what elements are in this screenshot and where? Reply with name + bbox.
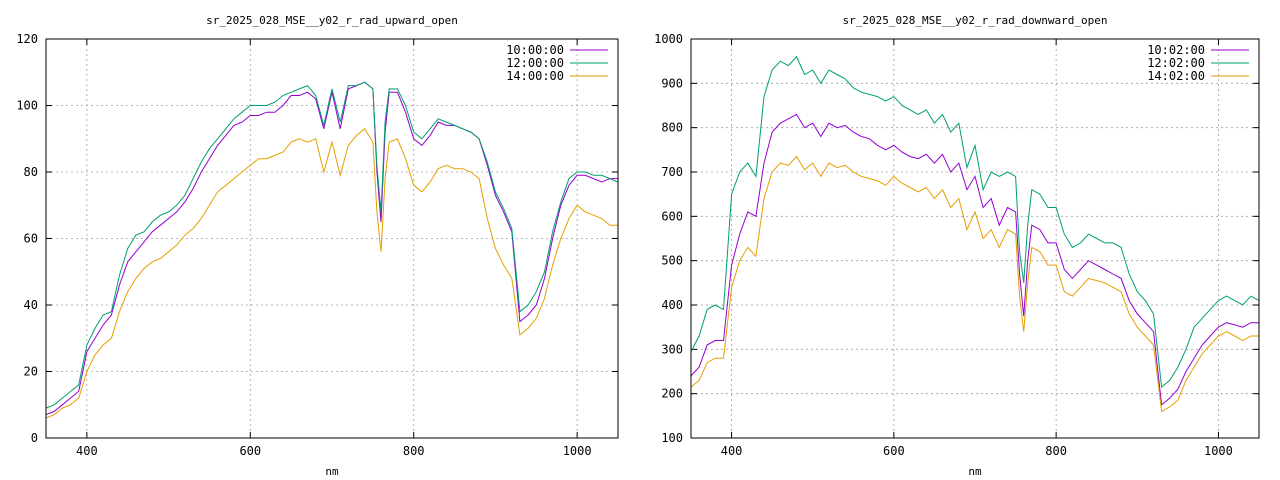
x-tick-label: 1000 [1204, 444, 1233, 458]
x-axis-label: nm [968, 465, 982, 478]
series-line-3 [691, 155, 1259, 413]
downward-radiance-chart: sr_2025_028_MSE__y02_r_rad_downward_open… [654, 14, 1260, 478]
plot-frame [45, 38, 619, 439]
y-tick-label: 500 [661, 254, 683, 268]
x-tick-label: 1000 [563, 444, 592, 458]
y-tick-label: 700 [661, 165, 683, 179]
series-line-2 [691, 55, 1259, 388]
y-tick-label: 60 [24, 232, 38, 246]
series-line-1 [46, 81, 618, 416]
series-line-3 [46, 128, 618, 419]
y-tick-label: 80 [24, 165, 38, 179]
legend-entry-label: 12:00:00 [506, 56, 564, 70]
y-tick-label: 200 [661, 387, 683, 401]
y-tick-label: 300 [661, 342, 683, 356]
legend-entry-label: 10:00:00 [506, 43, 564, 57]
x-tick-label: 400 [721, 444, 743, 458]
x-axis-label: nm [325, 465, 339, 478]
upward-radiance-chart: sr_2025_028_MSE__y02_r_rad_upward_open 40… [16, 14, 619, 478]
series-line-2 [46, 81, 618, 409]
y-tick-label: 800 [661, 121, 683, 135]
legend-entry-label: 12:02:00 [1147, 56, 1205, 70]
y-tick-label: 100 [661, 431, 683, 445]
y-tick-label: 900 [661, 76, 683, 90]
x-tick-label: 600 [883, 444, 905, 458]
series-line-1 [691, 113, 1259, 406]
y-tick-label: 600 [661, 209, 683, 223]
legend-entry-label: 10:02:00 [1147, 43, 1205, 57]
x-tick-label: 800 [1045, 444, 1067, 458]
y-tick-label: 120 [16, 32, 38, 46]
y-tick-label: 20 [24, 365, 38, 379]
legend-entry-label: 14:00:00 [506, 69, 564, 83]
y-tick-label: 40 [24, 298, 38, 312]
x-tick-label: 800 [403, 444, 425, 458]
y-tick-label: 0 [31, 431, 38, 445]
legend-entry-label: 14:02:00 [1147, 69, 1205, 83]
chart-title: sr_2025_028_MSE__y02_r_rad_downward_open [843, 14, 1108, 27]
x-tick-label: 600 [239, 444, 261, 458]
y-tick-label: 100 [16, 99, 38, 113]
y-tick-label: 400 [661, 298, 683, 312]
x-tick-label: 400 [76, 444, 98, 458]
y-tick-label: 1000 [654, 32, 683, 46]
plot-frame [690, 38, 1260, 439]
chart-title: sr_2025_028_MSE__y02_r_rad_upward_open [206, 14, 458, 27]
